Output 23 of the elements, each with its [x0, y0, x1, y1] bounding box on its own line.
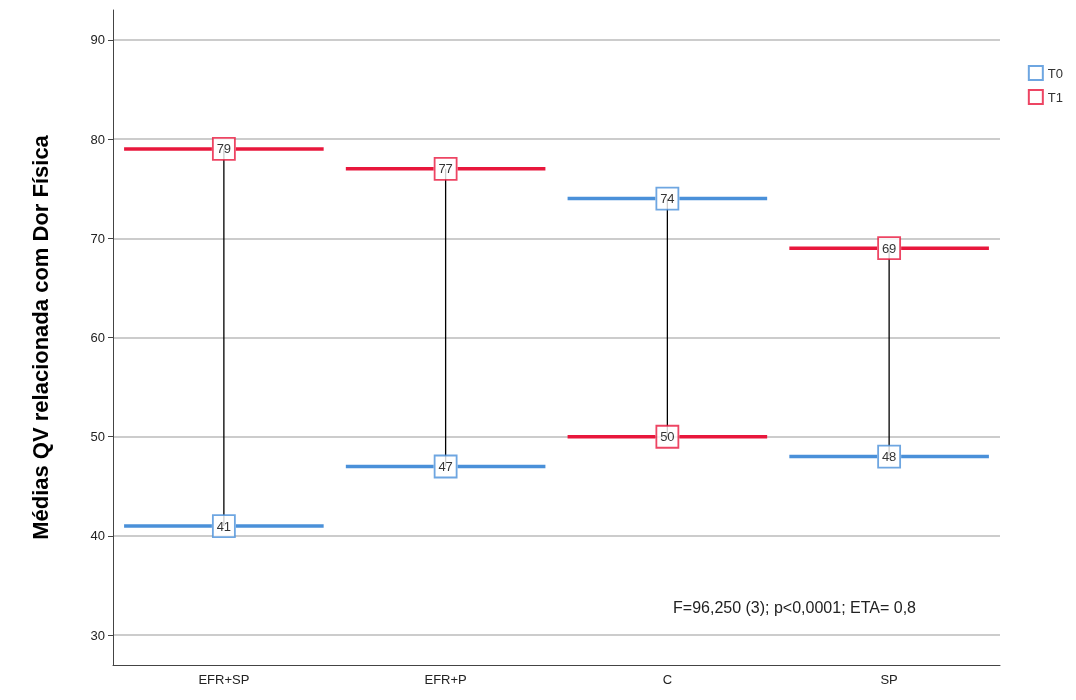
x-tick-label: EFR+P	[424, 672, 467, 687]
x-tick-label: C	[662, 672, 673, 687]
data-label: 77	[438, 161, 453, 177]
y-tick-label: 50	[90, 429, 105, 445]
data-label: 74	[660, 191, 675, 207]
y-tick-label: 40	[90, 528, 105, 544]
data-label: 50	[660, 429, 675, 445]
y-tick-label: 70	[90, 230, 105, 246]
y-axis-title: Médias QV relacionada com Dor Física	[27, 134, 53, 540]
data-label: 79	[216, 141, 232, 157]
x-tick-label: EFR+SP	[198, 672, 250, 687]
legend-label: T0	[1047, 65, 1063, 81]
y-tick-label: 30	[90, 627, 105, 643]
data-label: 48	[881, 449, 897, 465]
y-tick-label: 60	[90, 330, 105, 345]
y-tick-label: 80	[90, 131, 105, 147]
x-tick-label: SP	[880, 672, 898, 687]
annotation: F=96,250 (3); p<0,0001; ETA= 0,8	[673, 598, 917, 616]
y-tick-label: 90	[90, 32, 105, 48]
data-label: 41	[216, 518, 232, 534]
legend-label: T1	[1047, 89, 1063, 105]
data-label: 69	[881, 240, 897, 256]
data-label: 47	[438, 459, 453, 475]
